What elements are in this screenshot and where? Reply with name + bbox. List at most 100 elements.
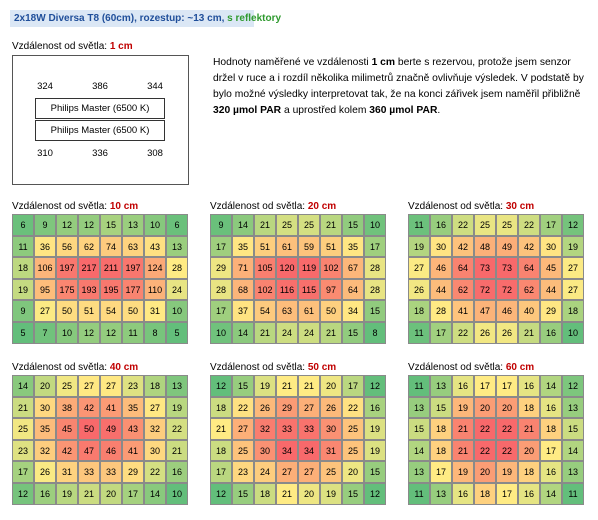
- grid-cell: 26: [408, 278, 430, 301]
- grid-cell: 16: [540, 461, 562, 483]
- grid-cell: 29: [210, 257, 232, 279]
- grid-cell: 10: [166, 300, 188, 322]
- grid-cell: 25: [320, 461, 342, 483]
- grid-cell: 12: [210, 375, 232, 397]
- grid-cell: 110: [144, 278, 166, 301]
- grid-cell: 22: [166, 418, 188, 440]
- grid-cell: 15: [364, 300, 386, 322]
- grid-cell: 41: [452, 300, 474, 322]
- bottom-reading: 310: [37, 148, 53, 159]
- grid-cell: 19: [364, 418, 386, 440]
- grid-cell: 21: [452, 439, 474, 462]
- grid-cell: 18: [562, 300, 584, 322]
- note-text: 1 cm: [371, 57, 396, 68]
- grid-cell: 22: [452, 322, 474, 344]
- grid-cell: 31: [144, 300, 166, 322]
- grid-cell: 73: [474, 257, 496, 279]
- grid-cell: 102: [320, 257, 342, 279]
- grid-cell: 47: [474, 300, 496, 322]
- grid-cell: 105: [254, 257, 276, 279]
- grid-cell: 64: [518, 257, 540, 279]
- grid-cell: 25: [342, 439, 364, 462]
- grid-cell: 16: [518, 483, 540, 505]
- grid-cell: 10: [210, 322, 232, 344]
- grid-cell: 42: [78, 396, 100, 419]
- grid-cell: 19: [364, 439, 386, 462]
- grid-cell: 16: [540, 322, 562, 344]
- grid-cell: 27: [276, 461, 298, 483]
- grid-cell: 12: [562, 214, 584, 236]
- grid-cell: 50: [56, 300, 78, 322]
- grid-cell: 11: [408, 322, 430, 344]
- grid-cell: 14: [12, 375, 34, 397]
- grid-cell: 12: [56, 214, 78, 236]
- grid-cell: 13: [122, 214, 144, 236]
- grid-cell: 20: [342, 461, 364, 483]
- grid-cell: 21: [166, 439, 188, 462]
- grid-cell: 15: [232, 375, 254, 397]
- grid-cell: 51: [78, 300, 100, 322]
- grid-cell: 54: [100, 300, 122, 322]
- distance: 60 cm: [505, 362, 535, 373]
- grid-cell: 72: [474, 278, 496, 301]
- lamp-diagram: [12, 55, 189, 185]
- grid-cell: 17: [540, 439, 562, 462]
- grid-cell: 50: [122, 300, 144, 322]
- grid-cell: 22: [496, 418, 518, 440]
- grid-cell: 18: [210, 439, 232, 462]
- grid-cell: 49: [496, 235, 518, 258]
- grid-cell: 29: [276, 396, 298, 419]
- grid-cell: 25: [56, 375, 78, 397]
- grid-cell: 22: [518, 214, 540, 236]
- grid-cell: 17: [210, 461, 232, 483]
- grid-cell: 23: [122, 375, 144, 397]
- grid-cell: 116: [276, 278, 298, 301]
- grid-cell: 14: [232, 322, 254, 344]
- grid-cell: 25: [12, 418, 34, 440]
- grid-cell: 27: [562, 278, 584, 301]
- grid-cell: 42: [452, 235, 474, 258]
- grid-cell: 26: [320, 396, 342, 419]
- bottom-reading: 336: [92, 148, 108, 159]
- grid-cell: 14: [408, 439, 430, 462]
- grid-cell: 17: [12, 461, 34, 483]
- grid-cell: 34: [298, 439, 320, 462]
- grid-cell: 72: [496, 278, 518, 301]
- grid-cell: 6: [166, 214, 188, 236]
- grid-cell: 12: [12, 483, 34, 505]
- grid-cell: 28: [364, 278, 386, 301]
- grid-cell: 18: [430, 439, 452, 462]
- grid-cell: 25: [298, 214, 320, 236]
- grid-cell: 20: [474, 396, 496, 419]
- grid-cell: 26: [496, 322, 518, 344]
- grid-cell: 19: [320, 483, 342, 505]
- grid-cell: 20: [518, 439, 540, 462]
- grid-cell: 41: [122, 439, 144, 462]
- bottom-reading: 308: [147, 148, 163, 159]
- grid-cell: 14: [144, 483, 166, 505]
- grid-cell: 23: [12, 439, 34, 462]
- distance: 1 cm: [109, 41, 133, 52]
- grid-cell: 50: [320, 300, 342, 322]
- grid-cell: 13: [166, 375, 188, 397]
- grid-cell: 42: [56, 439, 78, 462]
- grid-cell: 19: [12, 278, 34, 301]
- grid-cell: 38: [56, 396, 78, 419]
- label-text: Vzdálenost od světla:: [12, 41, 110, 52]
- label-text: Vzdálenost od světla:: [408, 362, 506, 373]
- grid-cell: 27: [78, 375, 100, 397]
- lamp: Philips Master (6500 K): [35, 98, 165, 119]
- grid-cell: 120: [276, 257, 298, 279]
- grid-cell: 106: [34, 257, 56, 279]
- grid-cell: 17: [474, 375, 496, 397]
- grid-cell: 95: [34, 278, 56, 301]
- grid-cell: 7: [34, 322, 56, 344]
- grid-cell: 24: [276, 322, 298, 344]
- grid-label: Vzdálenost od světla: 40 cm: [12, 362, 138, 373]
- grid-cell: 68: [232, 278, 254, 301]
- grid-cell: 30: [320, 418, 342, 440]
- grid-cell: 102: [254, 278, 276, 301]
- note-text: 320 µmol PAR: [213, 105, 282, 116]
- grid-cell: 45: [540, 257, 562, 279]
- grid-cell: 74: [100, 235, 122, 258]
